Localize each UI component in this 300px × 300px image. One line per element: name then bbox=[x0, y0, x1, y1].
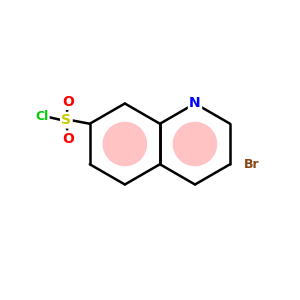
Text: Br: Br bbox=[244, 158, 259, 171]
Text: S: S bbox=[61, 113, 71, 127]
Text: N: N bbox=[189, 97, 201, 110]
Text: O: O bbox=[62, 94, 74, 109]
Circle shape bbox=[103, 122, 147, 166]
Circle shape bbox=[173, 122, 217, 166]
Text: Cl: Cl bbox=[35, 110, 48, 123]
Text: O: O bbox=[62, 132, 74, 146]
